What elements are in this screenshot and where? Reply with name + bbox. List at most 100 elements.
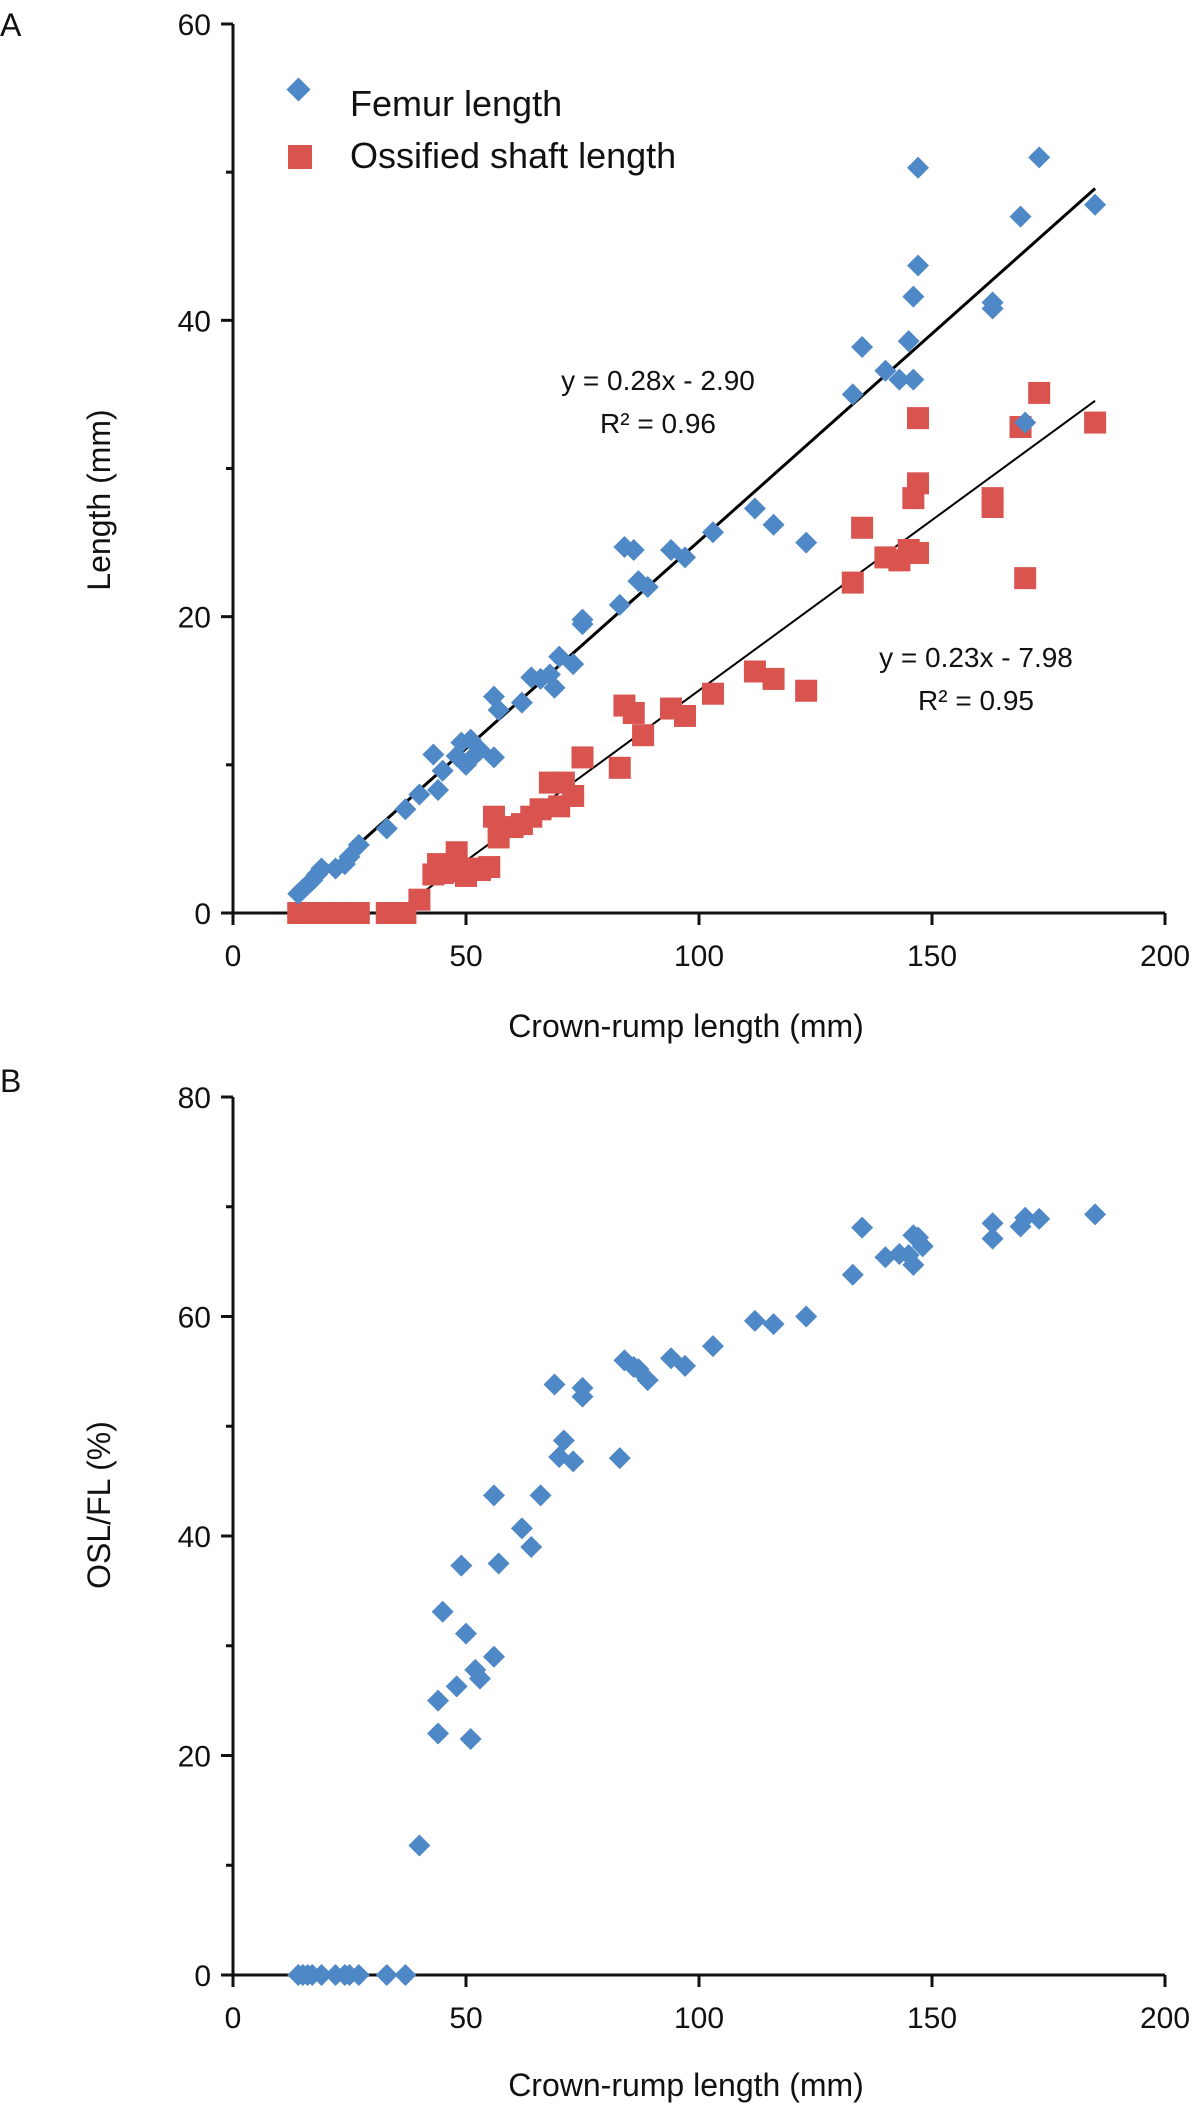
data-point-square [981,496,1004,519]
data-point-square [1084,411,1107,434]
data-point-diamond [427,1689,450,1712]
data-point-diamond [897,330,920,353]
data-point-square [907,541,930,564]
data-point-diamond [902,1253,925,1276]
y-tick-label: 80 [178,1082,211,1115]
panel-a-y-axis-title: Length (mm) [81,409,117,590]
data-point-diamond [902,285,925,308]
data-point-diamond [450,1554,473,1577]
data-point-diamond [795,531,818,554]
data-point-square [851,516,874,539]
panel-label-b: B [0,1063,21,1099]
legend-label-femur: Femur length [350,83,562,124]
x-tick-label: 50 [449,940,482,973]
data-point-diamond [851,336,874,359]
data-point-diamond [431,759,454,782]
data-point-square [622,701,645,724]
legend-label-shaft: Ossified shaft length [350,135,676,176]
data-point-diamond [888,368,911,391]
data-point-diamond [841,383,864,406]
data-point-diamond [674,546,697,569]
data-point-diamond [529,1484,552,1507]
data-point-diamond [1009,205,1032,228]
data-point-diamond [841,1263,864,1286]
x-tick-label: 50 [449,2002,482,2035]
panel-b-y-axis-title: OSL/FL (%) [81,1421,117,1589]
data-point-square [347,902,370,924]
data-point-diamond [408,783,431,806]
square-icon [288,145,312,169]
data-point-diamond [636,1369,659,1392]
y-tick-label: 40 [178,1521,211,1554]
panel-a-x-axis-title: Crown-rump length (mm) [508,1008,864,1044]
data-point-diamond [608,593,631,616]
data-point-square [701,682,724,705]
data-point-square [608,756,631,779]
data-point-diamond [543,1373,566,1396]
data-point-diamond [375,1964,398,1986]
data-point-diamond [981,297,1004,320]
data-point-square [445,841,468,864]
data-point-diamond [743,497,766,520]
x-tick-label: 0 [225,940,242,973]
data-point-diamond [701,1335,724,1358]
data-point-diamond [571,613,594,636]
legend: Femur length Ossified shaft length [286,77,676,176]
y-tick-label: 0 [194,898,211,931]
data-point-diamond [622,538,645,561]
x-tick-label: 100 [674,940,724,973]
data-point-diamond [907,254,930,277]
y-tick-label: 60 [178,1302,211,1335]
data-point-diamond [674,1354,697,1377]
data-point-diamond [1014,1206,1037,1229]
data-point-square [841,571,864,594]
data-point-square [478,856,501,879]
x-tick-label: 200 [1140,940,1190,973]
data-point-diamond [459,1728,482,1751]
data-point-diamond [520,1535,543,1558]
data-point-diamond [543,676,566,699]
panel-a: A Length (mm) Crown-rump length (mm) Fem… [0,7,1190,1044]
x-tick-label: 150 [907,2002,957,2035]
data-point-diamond [487,699,510,722]
x-tick-label: 200 [1140,2002,1190,2035]
data-point-diamond [562,1450,585,1473]
data-point-diamond [1028,146,1051,169]
data-point-square [1014,567,1037,590]
data-point-diamond [701,521,724,544]
data-point-diamond [394,798,417,821]
data-point-diamond [571,1385,594,1408]
y-tick-label: 20 [178,1741,211,1774]
data-point-square [907,472,930,495]
data-point-diamond [562,653,585,676]
trendline-femur [297,187,1097,900]
legend-item-shaft: Ossified shaft length [288,135,676,176]
data-point-diamond [482,1645,505,1668]
data-point-square [529,798,552,821]
data-point-diamond [981,1227,1004,1250]
data-point-square [795,679,818,702]
data-point-diamond [1014,411,1037,434]
y-tick-label: 0 [194,1960,211,1993]
data-point-square [408,888,431,911]
data-point-diamond [608,1447,631,1470]
data-point-diamond [911,1235,934,1258]
data-point-diamond [427,1722,450,1745]
data-point-diamond [310,857,333,880]
x-tick-label: 150 [907,940,957,973]
data-point-diamond [394,1964,417,1986]
data-point-diamond [347,1964,370,1986]
data-point-diamond [743,1309,766,1332]
data-point-diamond [1028,1207,1051,1230]
data-point-diamond [510,1517,533,1540]
panel-label-a: A [0,7,22,43]
trendline-equation-femur: y = 0.28x - 2.90 [561,365,755,396]
data-point-square [562,784,585,807]
data-point-diamond [851,1216,874,1239]
data-point-diamond [487,1552,510,1575]
y-tick-label: 20 [178,602,211,635]
data-point-square [1028,381,1051,404]
diamond-icon [286,77,311,102]
data-point-diamond [431,1600,454,1623]
